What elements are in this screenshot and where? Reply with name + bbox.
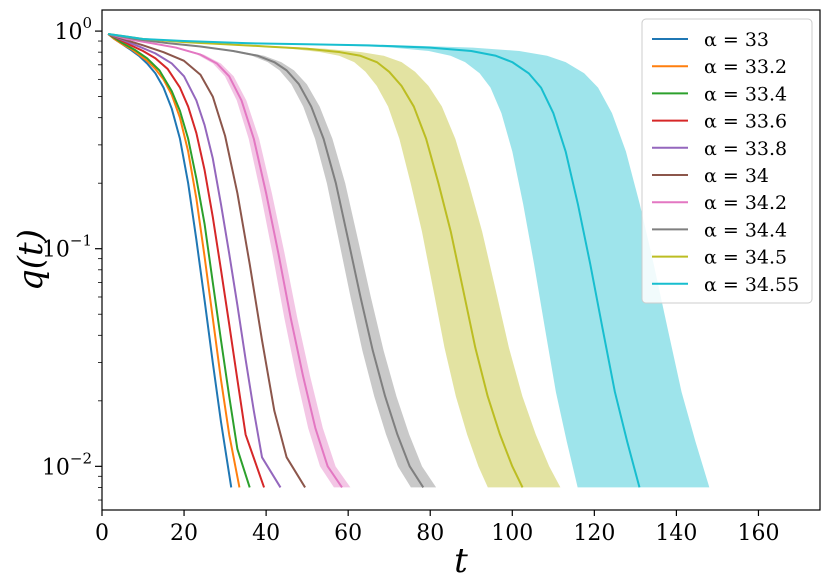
series-line-7 xyxy=(107,32,425,488)
series-lines xyxy=(107,32,641,488)
legend-entry-4: α = 33.8 xyxy=(704,138,787,160)
y-axis-label: q(t) xyxy=(11,229,51,291)
x-tick-label: 60 xyxy=(334,521,362,546)
y-tick-label: 10−2 xyxy=(42,449,92,480)
series-line-0 xyxy=(107,33,233,488)
x-tick-label: 0 xyxy=(95,521,109,546)
x-axis-label: t xyxy=(454,541,468,581)
x-tick-label: 20 xyxy=(170,521,198,546)
legend-entry-8: α = 34.5 xyxy=(704,247,787,269)
series-line-3 xyxy=(107,33,266,488)
series-line-2 xyxy=(107,33,251,488)
legend-entry-9: α = 34.55 xyxy=(704,274,799,296)
y-tick-label: 10−1 xyxy=(42,232,92,263)
band-8 xyxy=(107,33,561,488)
x-axis-ticks: 0 20 40 60 80 100 120 140 160 xyxy=(95,510,779,546)
y-tick-label: 100 xyxy=(54,14,92,45)
confidence-bands xyxy=(107,33,710,488)
legend-entry-3: α = 33.6 xyxy=(704,111,787,133)
legend: α = 33 α = 33.2 α = 33.4 α = 33.6 α = 33.8 α … xyxy=(641,18,813,304)
legend-entry-5: α = 34 xyxy=(704,165,769,187)
x-tick-label: 40 xyxy=(252,521,280,546)
band-9 xyxy=(107,33,710,488)
x-tick-label: 140 xyxy=(655,521,697,546)
series-line-8 xyxy=(108,32,524,488)
legend-entry-1: α = 33.2 xyxy=(704,56,787,78)
series-line-6 xyxy=(107,33,343,488)
band-6 xyxy=(107,33,351,488)
legend-entry-2: α = 33.4 xyxy=(704,83,787,105)
series-line-5 xyxy=(107,33,306,488)
legend-entry-6: α = 34.2 xyxy=(704,192,787,214)
x-tick-label: 160 xyxy=(737,521,779,546)
plot-frame xyxy=(101,9,821,511)
x-tick-label: 100 xyxy=(491,521,533,546)
band-7 xyxy=(107,33,437,488)
legend-box xyxy=(641,18,813,304)
x-tick-label: 120 xyxy=(573,521,615,546)
x-tick-label: 80 xyxy=(416,521,444,546)
series-line-9 xyxy=(108,32,641,488)
legend-entry-0: α = 33 xyxy=(704,29,769,51)
series-line-4 xyxy=(107,33,282,488)
y-axis-ticks: 10−2 10−1 100 xyxy=(42,14,102,501)
legend-entry-7: α = 34.4 xyxy=(704,219,787,241)
